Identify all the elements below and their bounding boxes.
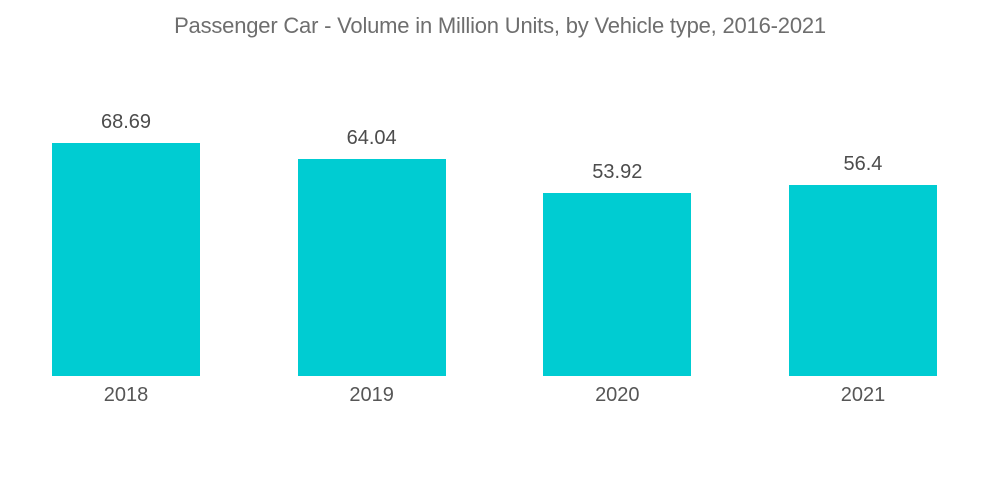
bar-2018 xyxy=(52,143,200,376)
x-axis: 2018 2019 2020 2021 xyxy=(52,383,937,407)
bar-group-2021: 56.4 xyxy=(788,152,937,376)
x-tick-2019: 2019 xyxy=(349,384,394,406)
bar-group-2020: 53.92 xyxy=(543,161,692,376)
x-tick-2021: 2021 xyxy=(840,384,886,406)
plot-area: 68.69 64.04 53.92 56.4 xyxy=(52,0,937,376)
chart-title: Passenger Car - Volume in Million Units,… xyxy=(174,13,826,38)
bar-2019 xyxy=(297,158,446,376)
bar-2021 xyxy=(788,184,937,376)
value-label-2019: 64.04 xyxy=(346,126,397,149)
value-label-2020: 53.92 xyxy=(592,161,643,184)
value-label-2018: 68.69 xyxy=(100,111,152,133)
x-tick-2018: 2018 xyxy=(103,384,149,406)
value-label-2021: 56.4 xyxy=(843,152,883,175)
bar-2020 xyxy=(543,193,692,376)
x-tick-2020: 2020 xyxy=(595,384,640,406)
bar-group-2019: 64.04 xyxy=(297,126,446,376)
bar-group-2018: 68.69 xyxy=(52,111,200,376)
